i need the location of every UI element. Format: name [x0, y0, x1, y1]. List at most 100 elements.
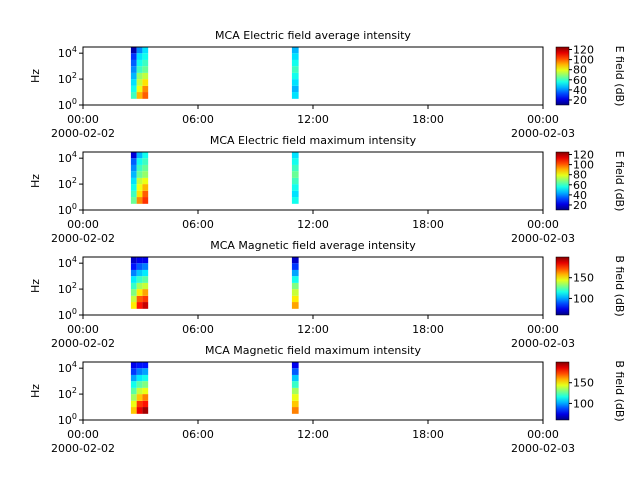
spectrogram-cell [291, 152, 299, 159]
spectrogram-cell [130, 257, 137, 264]
spectrogram-cell [142, 387, 149, 395]
x-tick-label: 00:00 [67, 428, 99, 441]
spectrogram-cell [142, 92, 149, 99]
spectrogram-cell [291, 79, 299, 86]
spectrogram-cell [136, 164, 143, 172]
spectrogram-cell [142, 171, 149, 178]
colorbar-tick-label: 120 [573, 149, 594, 162]
colorbar-tick-label: 120 [573, 44, 594, 57]
y-tick-label: 104 [58, 360, 77, 375]
spectrogram-cell [136, 394, 143, 401]
spectrogram-cell [291, 197, 299, 204]
spectrogram-cell [291, 171, 299, 178]
colorbar-tick-label: 40 [573, 189, 587, 202]
y-tick-label: 104 [58, 150, 77, 165]
spectrogram-cell [142, 362, 149, 369]
spectrogram-cell [291, 263, 299, 270]
spectrogram-cell [291, 302, 299, 309]
spectrogram-cell [136, 197, 143, 204]
colorbar-tick-label: 20 [573, 94, 587, 107]
spectrogram-cell [136, 72, 143, 80]
x-tick-label: 00:00 [527, 428, 559, 441]
colorbar-tick-label: 80 [573, 169, 587, 182]
spectrogram-cell [142, 152, 149, 159]
spectrogram-cell [130, 66, 137, 73]
y-axis-label: Hz [29, 384, 42, 398]
spectrogram-cell [142, 197, 149, 204]
x-date-label: 2000-02-03 [511, 127, 575, 140]
y-tick-label: 102 [58, 386, 77, 401]
spectrogram-cell [142, 368, 149, 375]
spectrogram-cell [291, 190, 299, 198]
spectrogram-cell [291, 184, 299, 191]
x-tick-label: 00:00 [67, 218, 99, 231]
spectrogram-cell [142, 263, 149, 270]
spectrogram-cell [291, 72, 299, 80]
spectrogram-cell [136, 289, 143, 296]
axes-frame [82, 256, 544, 316]
spectrogram-cell [130, 47, 137, 54]
x-tick-label: 18:00 [412, 428, 444, 441]
colorbar [555, 361, 570, 421]
spectrogram-cell [136, 269, 143, 277]
axes-frame [82, 151, 544, 211]
spectrogram-cell [291, 387, 299, 395]
y-tick-label: 100 [58, 412, 77, 427]
axes-frame [82, 46, 544, 106]
x-tick-label: 12:00 [297, 428, 329, 441]
spectrogram-cell [130, 368, 137, 375]
colorbar-tick-label: 150 [573, 272, 594, 285]
spectrogram-cell [130, 387, 137, 395]
spectrogram-cell [130, 269, 137, 277]
colorbar-tick-label: 100 [573, 159, 594, 172]
x-date-label: 2000-02-02 [51, 442, 115, 455]
spectrogram-cell [142, 302, 149, 309]
spectrogram-cell [136, 302, 143, 309]
spectrogram-cell [130, 374, 137, 382]
spectrogram-cell [130, 72, 137, 80]
y-axis-label: Hz [29, 69, 42, 83]
panel-title: MCA Magnetic field maximum intensity [205, 344, 421, 357]
x-tick-label: 18:00 [412, 218, 444, 231]
spectrogram-cell [130, 381, 137, 388]
colorbar [555, 46, 570, 106]
spectrogram-cell [136, 152, 143, 159]
spectrogram-cell [142, 158, 149, 165]
spectrogram-cell [136, 66, 143, 73]
spectrogram-cell [291, 289, 299, 296]
spectrogram-cell [136, 282, 143, 290]
spectrogram-cell [142, 295, 149, 303]
x-tick-label: 06:00 [182, 428, 214, 441]
colorbar-tick-label: 60 [573, 74, 587, 87]
spectrogram-cell [130, 263, 137, 270]
spectrogram-cell [142, 381, 149, 388]
spectrogram-cell [291, 66, 299, 73]
spectrogram-cell [142, 164, 149, 172]
spectrogram-cell [136, 171, 143, 178]
spectrogram-cell [291, 177, 299, 185]
x-tick-label: 18:00 [412, 113, 444, 126]
x-date-label: 2000-02-02 [51, 232, 115, 245]
spectrogram-cell [291, 362, 299, 369]
colorbar-tick-label: 80 [573, 64, 587, 77]
spectrogram-cell [291, 407, 299, 414]
spectrogram-cell [136, 53, 143, 60]
x-tick-label: 06:00 [182, 323, 214, 336]
spectrogram-cell [142, 184, 149, 191]
panel-title: MCA Magnetic field average intensity [210, 239, 416, 252]
spectrogram-cell [130, 158, 137, 165]
colorbar [555, 151, 570, 211]
spectrogram-cell [142, 394, 149, 401]
spectrogram-cell [130, 276, 137, 283]
x-tick-label: 06:00 [182, 218, 214, 231]
spectrogram-cell [291, 368, 299, 375]
panel-title: MCA Electric field maximum intensity [210, 134, 417, 147]
spectrogram-cell [291, 394, 299, 401]
colorbar-label: B field (dB) [613, 255, 626, 316]
spectrogram-cell [291, 85, 299, 93]
spectrogram-cell [136, 257, 143, 264]
spectrogram-cell [130, 79, 137, 86]
spectrogram-cell [130, 400, 137, 408]
x-tick-label: 00:00 [527, 113, 559, 126]
spectrogram-cell [130, 302, 137, 309]
